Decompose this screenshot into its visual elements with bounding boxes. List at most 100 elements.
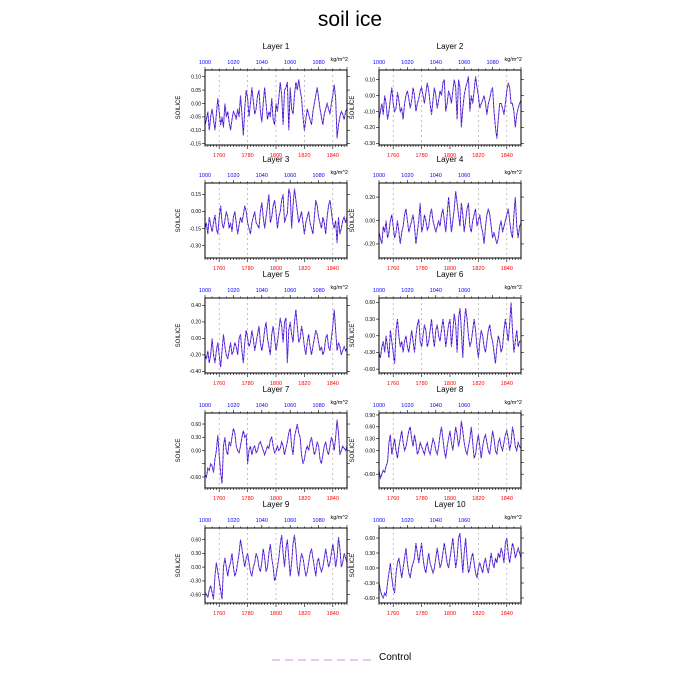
top-tick-label: 1000 — [199, 173, 211, 179]
top-tick-label: 1060 — [458, 518, 470, 524]
top-tick-label: 1080 — [312, 60, 324, 66]
y-tick-label: 0.30 — [191, 435, 201, 441]
y-axis-label: SOILICE — [176, 324, 182, 348]
top-tick-label: 1000 — [373, 173, 385, 179]
top-tick-label: 1000 — [373, 403, 385, 409]
x-tick-label: 1780 — [415, 496, 427, 502]
panel-layer-2: Layer 2 kg/m^2 SOILICE 1760 1780 1800 1820 1840… — [350, 42, 524, 159]
top-tick-label: 1080 — [312, 403, 324, 409]
top-tick-label: 1020 — [401, 288, 413, 294]
panel-title: Layer 5 — [263, 270, 290, 279]
y-tick-label: 0.00 — [191, 565, 201, 571]
x-tick-label: 1800 — [270, 496, 282, 502]
panel-title: Layer 9 — [263, 500, 290, 509]
plot-frame — [378, 182, 522, 259]
control-line — [204, 188, 348, 244]
y-tick-label: -0.10 — [190, 128, 202, 134]
y-tick-label: 0.20 — [365, 195, 375, 201]
top-tick-label: 1020 — [227, 518, 239, 524]
y-tick-label: -0.15 — [190, 226, 202, 232]
x-tick-label: 1780 — [415, 153, 427, 159]
control-line — [204, 79, 348, 139]
panel-layer-7: Layer 7 kg/m^2 SOILICE 1760 1780 1800 1820 1840… — [176, 385, 350, 502]
y-tick-label: -0.40 — [190, 369, 202, 375]
x-tick-label: 1820 — [298, 611, 310, 617]
top-tick-label: 1040 — [430, 60, 442, 66]
y-tick-label: -0.30 — [364, 350, 376, 356]
x-tick-label: 1800 — [444, 153, 456, 159]
control-line — [204, 309, 348, 368]
top-tick-label: 1020 — [227, 173, 239, 179]
series-line — [204, 188, 348, 244]
y-tick-label: -0.60 — [190, 475, 202, 481]
top-tick-label: 1080 — [312, 173, 324, 179]
top-tick-label: 1060 — [284, 518, 296, 524]
x-tick-label: 1840 — [501, 266, 513, 272]
panel-title: Layer 1 — [263, 42, 290, 51]
x-tick-label: 1760 — [213, 153, 225, 159]
top-tick-label: 1020 — [401, 173, 413, 179]
top-tick-label: 1040 — [256, 60, 268, 66]
panel-title: Layer 2 — [437, 42, 464, 51]
y-tick-label: 0.30 — [365, 551, 375, 557]
x-tick-label: 1760 — [213, 496, 225, 502]
panel-title: Layer 3 — [263, 155, 290, 164]
top-tick-label: 1080 — [312, 288, 324, 294]
control-line — [378, 191, 522, 244]
top-tick-label: 1040 — [256, 173, 268, 179]
y-tick-label: -0.30 — [364, 141, 376, 147]
top-tick-label: 1000 — [373, 518, 385, 524]
units-label: kg/m^2 — [330, 515, 348, 521]
x-tick-label: 1800 — [444, 611, 456, 617]
top-tick-label: 1040 — [430, 288, 442, 294]
x-tick-label: 1780 — [241, 153, 253, 159]
y-tick-label: -0.60 — [364, 596, 376, 602]
top-tick-label: 1060 — [458, 60, 470, 66]
legend-swatch — [272, 659, 372, 661]
x-tick-label: 1760 — [213, 611, 225, 617]
y-tick-label: 0.00 — [191, 336, 201, 342]
top-tick-label: 1080 — [486, 60, 498, 66]
x-tick-label: 1760 — [213, 266, 225, 272]
y-tick-label: 0.00 — [365, 334, 375, 340]
units-label: kg/m^2 — [330, 400, 348, 406]
y-tick-label: 0.00 — [365, 93, 375, 99]
x-tick-label: 1840 — [327, 381, 339, 387]
x-tick-label: 1760 — [387, 611, 399, 617]
panel-layer-1: Layer 1 kg/m^2 SOILICE 1760 1780 1800 1820 1840… — [176, 42, 350, 159]
units-label: kg/m^2 — [330, 170, 348, 176]
x-tick-label: 1800 — [270, 611, 282, 617]
units-label: kg/m^2 — [504, 285, 522, 291]
units-label: kg/m^2 — [330, 285, 348, 291]
top-tick-label: 1000 — [199, 288, 211, 294]
y-tick-label: -0.30 — [190, 243, 202, 249]
panel-title: Layer 10 — [434, 500, 466, 509]
top-tick-label: 1000 — [373, 288, 385, 294]
x-tick-label: 1820 — [298, 381, 310, 387]
x-tick-label: 1820 — [298, 266, 310, 272]
top-tick-label: 1060 — [458, 403, 470, 409]
x-tick-label: 1820 — [472, 153, 484, 159]
y-tick-label: 0.00 — [191, 101, 201, 107]
x-tick-label: 1840 — [501, 496, 513, 502]
panel-layer-8: Layer 8 kg/m^2 SOILICE 1760 1780 1800 1820 1840… — [350, 385, 524, 502]
x-tick-label: 1760 — [213, 381, 225, 387]
y-tick-label: -0.15 — [190, 141, 202, 147]
x-tick-label: 1800 — [270, 266, 282, 272]
y-tick-label: 0.00 — [365, 566, 375, 572]
panel-title: Layer 4 — [437, 155, 464, 164]
top-tick-label: 1060 — [284, 60, 296, 66]
y-axis-label: SOILICE — [176, 96, 182, 120]
control-line — [204, 534, 348, 600]
x-tick-label: 1800 — [270, 381, 282, 387]
x-tick-label: 1840 — [327, 496, 339, 502]
x-tick-label: 1760 — [387, 381, 399, 387]
y-tick-label: 0.90 — [365, 413, 375, 419]
top-tick-label: 1020 — [227, 288, 239, 294]
top-tick-label: 1060 — [458, 288, 470, 294]
series-line — [378, 302, 521, 364]
legend: Control — [268, 652, 468, 668]
series-line — [378, 532, 522, 600]
x-tick-label: 1840 — [327, 611, 339, 617]
y-tick-label: 0.00 — [191, 209, 201, 215]
